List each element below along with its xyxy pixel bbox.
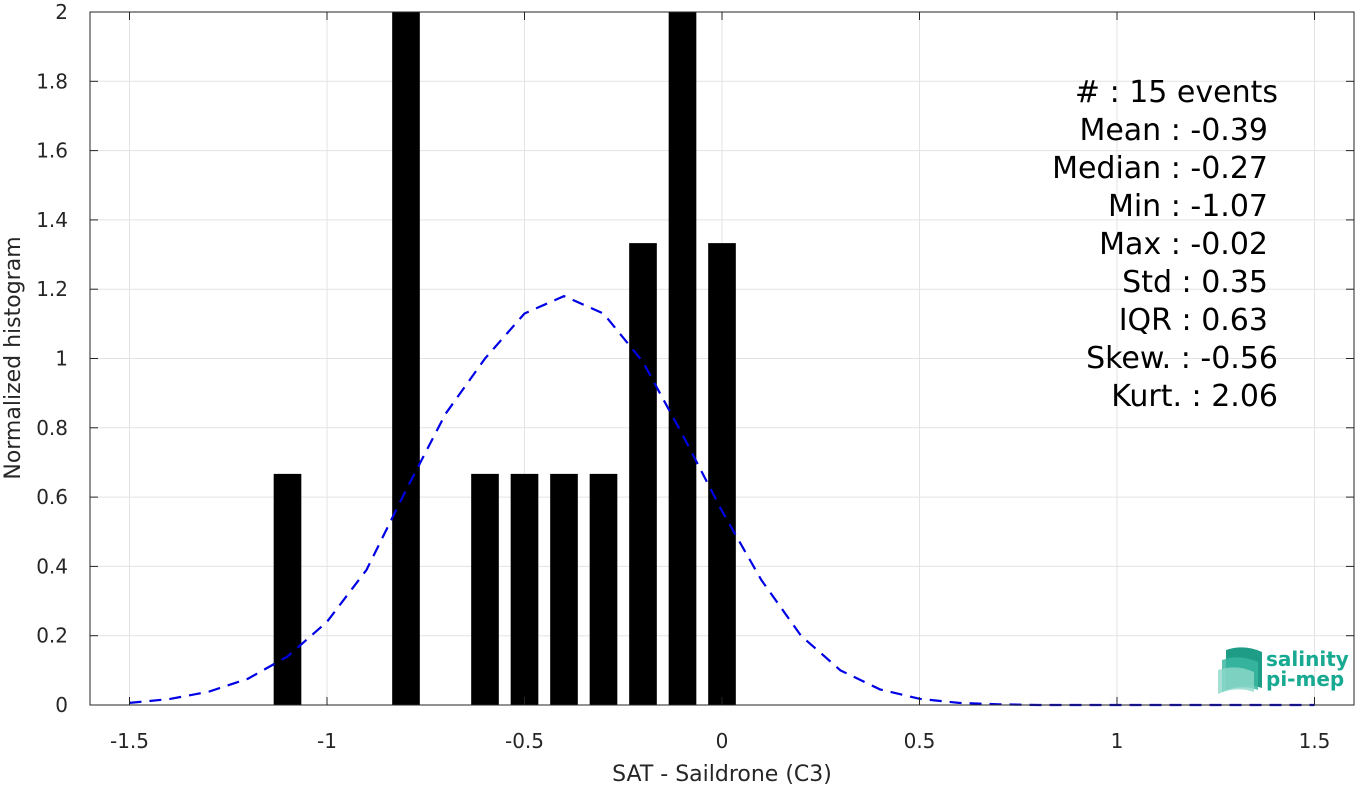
stat-max: Max : -0.02	[1099, 227, 1268, 262]
stat-kurtosis: Kurt. : 2.06	[1111, 379, 1278, 414]
histogram-bar	[589, 473, 618, 705]
y-tick-label: 1.4	[36, 208, 68, 232]
x-tick-label: 1.5	[1299, 729, 1331, 753]
y-tick-label: 0.2	[36, 624, 68, 648]
histogram-bars	[273, 12, 736, 706]
histogram-bar	[550, 473, 578, 705]
stat-events: # : 15 events	[1075, 75, 1278, 110]
y-tick-label: 1.6	[36, 139, 68, 163]
histogram-bar	[708, 243, 736, 706]
histogram-bar	[629, 243, 657, 706]
statistics-annotation: # : 15 events Mean : -0.39 Median : -0.2…	[1052, 75, 1278, 414]
y-axis-ticks: 0 0.2 0.4 0.6 0.8 1 1.2 1.4 1.6 1.8 2	[36, 0, 1354, 717]
y-tick-label: 1	[55, 347, 68, 371]
y-tick-label: 0.4	[36, 554, 68, 578]
histogram-bar	[273, 473, 302, 705]
y-tick-label: 1.8	[36, 69, 68, 93]
x-tick-label: -0.5	[505, 729, 544, 753]
logo-text-pimep: pi-mep	[1266, 667, 1344, 691]
x-tick-label: 0	[716, 729, 729, 753]
stat-std: Std : 0.35	[1122, 265, 1268, 300]
y-tick-label: 1.2	[36, 277, 68, 301]
stat-skewness: Skew. : -0.56	[1086, 341, 1278, 376]
y-tick-label: 0.6	[36, 485, 68, 509]
logo-text-salinity: salinity	[1266, 647, 1349, 671]
stat-iqr: IQR : 0.63	[1119, 303, 1268, 338]
stat-min: Min : -1.07	[1108, 189, 1268, 224]
histogram-bar	[668, 12, 697, 705]
stat-mean: Mean : -0.39	[1079, 113, 1268, 148]
stat-median: Median : -0.27	[1052, 151, 1268, 186]
x-axis-label: SAT - Saildrone (C3)	[612, 762, 832, 785]
x-tick-label: 0.5	[904, 729, 936, 753]
histogram-bar	[471, 473, 499, 705]
x-axis-ticks: -1.5 -1 -0.5 0 0.5 1 1.5	[110, 12, 1330, 753]
salinity-pimep-logo: salinity pi-mep	[1218, 647, 1349, 694]
x-tick-label: -1.5	[110, 729, 149, 753]
x-tick-label: -1	[317, 729, 337, 753]
histogram-bar	[392, 12, 420, 705]
y-tick-label: 0	[55, 693, 68, 717]
y-tick-label: 0.8	[36, 416, 68, 440]
x-tick-label: 1	[1111, 729, 1124, 753]
histogram-bar	[510, 473, 539, 705]
y-axis-label: Normalized histogram	[1, 236, 26, 479]
wave-logo-icon	[1218, 647, 1262, 694]
y-tick-label: 2	[55, 0, 68, 24]
